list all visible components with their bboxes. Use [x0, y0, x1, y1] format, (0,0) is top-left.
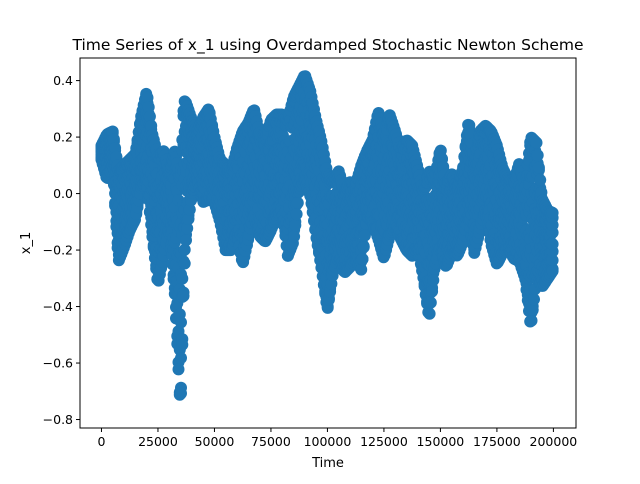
- data-point: [175, 352, 187, 364]
- x-axis-ticks: 0 25000 50000 75000 100000 125000 150000 175000…: [97, 428, 577, 449]
- data-point: [141, 91, 154, 104]
- x-axis-label: Time: [311, 456, 344, 471]
- data-point: [526, 304, 539, 316]
- data-point: [289, 219, 302, 232]
- data-point: [534, 174, 547, 186]
- y-tick-label: 0.4: [53, 73, 73, 88]
- data-point: [176, 272, 189, 285]
- data-point: [357, 241, 370, 254]
- y-tick-label: 0.0: [53, 186, 73, 201]
- data-point: [356, 253, 369, 266]
- x-tick-label: 75000: [251, 434, 291, 449]
- data-point: [178, 243, 191, 256]
- data-point: [291, 196, 304, 209]
- y-tick-label: −0.2: [43, 243, 73, 258]
- data-point: [546, 254, 559, 267]
- x-tick-label: 50000: [195, 434, 235, 449]
- data-point: [427, 274, 440, 287]
- data-point: [530, 136, 543, 149]
- data-point: [464, 128, 477, 141]
- data-point: [546, 238, 559, 251]
- data-point: [423, 307, 436, 320]
- data-point: [176, 338, 189, 351]
- x-tick-label: 175000: [473, 434, 521, 449]
- data-points: [95, 70, 559, 401]
- data-point: [290, 208, 303, 221]
- data-point: [528, 293, 540, 306]
- data-point: [424, 296, 437, 309]
- x-tick-label: 0: [97, 434, 105, 449]
- y-axis-ticks: −0.8 −0.6 −0.4 −0.2 0.0 0.2 0.4: [43, 73, 80, 427]
- x-tick-label: 100000: [304, 434, 352, 449]
- data-point: [525, 314, 538, 327]
- data-point: [358, 229, 371, 242]
- data-point: [180, 234, 192, 247]
- y-tick-label: 0.2: [53, 130, 73, 145]
- chart-title: Time Series of x_1 using Overdamped Stoc…: [71, 36, 583, 55]
- data-point: [145, 119, 158, 132]
- x-tick-label: 150000: [417, 434, 465, 449]
- data-point: [426, 285, 439, 298]
- data-point: [182, 213, 195, 225]
- x-tick-label: 25000: [138, 434, 178, 449]
- axes-frame: [79, 57, 577, 429]
- data-point: [175, 316, 187, 329]
- data-point: [181, 222, 194, 235]
- data-point: [175, 387, 187, 400]
- data-point: [463, 119, 476, 132]
- data-point: [143, 110, 156, 123]
- data-point: [172, 363, 185, 376]
- data-point: [178, 257, 191, 270]
- y-tick-label: −0.8: [43, 412, 73, 427]
- data-point: [532, 161, 545, 174]
- data-point: [177, 290, 190, 302]
- data-point: [546, 206, 559, 219]
- data-point: [531, 149, 544, 162]
- x-tick-label: 125000: [360, 434, 408, 449]
- y-tick-label: −0.6: [43, 356, 73, 371]
- y-axis-label: x_1: [19, 232, 34, 254]
- data-point: [546, 265, 559, 277]
- y-tick-label: −0.4: [43, 299, 73, 314]
- data-point: [355, 263, 368, 276]
- data-point: [288, 230, 301, 243]
- data-point: [183, 203, 196, 216]
- x-tick-label: 200000: [530, 434, 578, 449]
- data-point: [142, 101, 155, 114]
